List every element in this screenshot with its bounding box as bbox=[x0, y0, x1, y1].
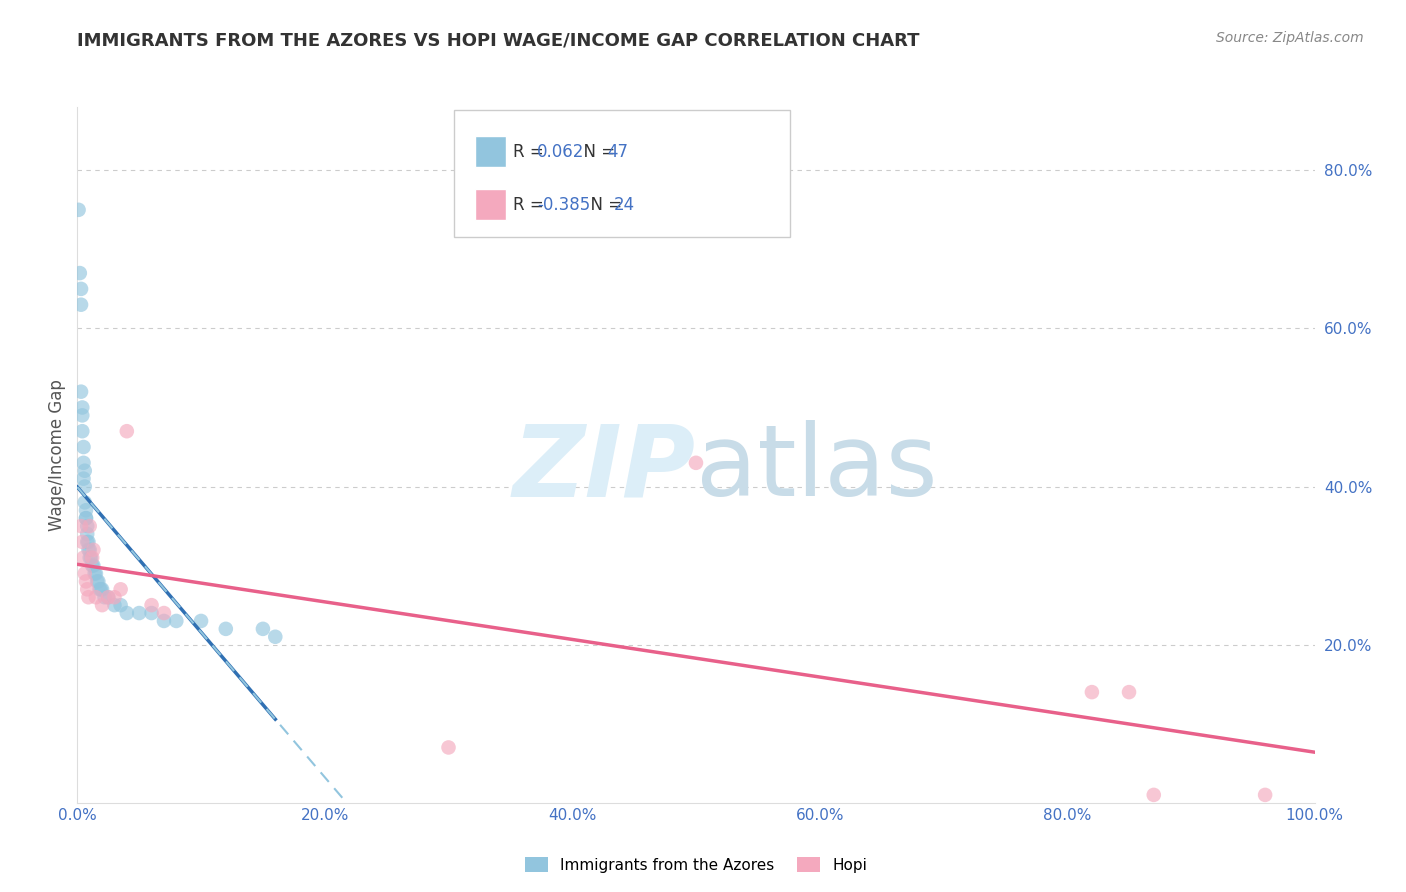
Y-axis label: Wage/Income Gap: Wage/Income Gap bbox=[48, 379, 66, 531]
Point bbox=[73, 566, 96, 581]
Legend: Immigrants from the Azores, Hopi: Immigrants from the Azores, Hopi bbox=[519, 850, 873, 879]
Point bbox=[75, 574, 97, 589]
Point bbox=[89, 582, 111, 597]
Point bbox=[86, 574, 108, 589]
Text: Source: ZipAtlas.com: Source: ZipAtlas.com bbox=[1216, 31, 1364, 45]
Point bbox=[93, 591, 115, 605]
Point bbox=[77, 591, 100, 605]
Point bbox=[252, 622, 274, 636]
Point bbox=[73, 464, 96, 478]
Point bbox=[83, 566, 105, 581]
Point bbox=[91, 582, 114, 597]
Point bbox=[72, 440, 94, 454]
Point bbox=[75, 511, 97, 525]
Point bbox=[79, 550, 101, 565]
Point bbox=[69, 266, 91, 280]
Text: R =: R = bbox=[513, 143, 548, 161]
Point bbox=[79, 519, 101, 533]
Point bbox=[82, 542, 104, 557]
Point bbox=[70, 298, 93, 312]
Point bbox=[77, 534, 100, 549]
Point bbox=[70, 519, 93, 533]
Text: N =: N = bbox=[581, 196, 627, 214]
Point bbox=[82, 558, 104, 573]
Point bbox=[72, 550, 94, 565]
Point bbox=[70, 282, 93, 296]
Point bbox=[215, 622, 238, 636]
Point bbox=[72, 401, 94, 415]
Point bbox=[80, 550, 103, 565]
Point bbox=[73, 495, 96, 509]
Text: 47: 47 bbox=[607, 143, 628, 161]
Point bbox=[76, 527, 98, 541]
Point bbox=[115, 424, 138, 438]
Point bbox=[76, 582, 98, 597]
Point bbox=[1143, 788, 1166, 802]
Point bbox=[82, 550, 104, 565]
Point bbox=[128, 606, 150, 620]
Text: N =: N = bbox=[574, 143, 620, 161]
Point bbox=[90, 582, 112, 597]
Point bbox=[72, 424, 94, 438]
Point bbox=[110, 598, 132, 612]
Point bbox=[77, 542, 100, 557]
Point bbox=[84, 591, 107, 605]
Text: ZIP: ZIP bbox=[513, 420, 696, 517]
Point bbox=[87, 574, 110, 589]
Point bbox=[82, 558, 104, 573]
Point bbox=[1081, 685, 1104, 699]
Text: atlas: atlas bbox=[696, 420, 938, 517]
Point bbox=[685, 456, 707, 470]
Point bbox=[1254, 788, 1277, 802]
Point bbox=[91, 598, 114, 612]
Text: R =: R = bbox=[513, 196, 548, 214]
Point bbox=[264, 630, 287, 644]
Point bbox=[75, 503, 97, 517]
Text: 24: 24 bbox=[614, 196, 636, 214]
Point bbox=[76, 519, 98, 533]
Point bbox=[437, 740, 460, 755]
Point bbox=[79, 542, 101, 557]
Point bbox=[72, 534, 94, 549]
Point bbox=[103, 598, 125, 612]
Point bbox=[84, 566, 107, 581]
Point bbox=[97, 591, 120, 605]
Text: 0.062: 0.062 bbox=[537, 143, 583, 161]
Point bbox=[72, 409, 94, 423]
Point bbox=[73, 479, 96, 493]
Point bbox=[115, 606, 138, 620]
Point bbox=[141, 598, 163, 612]
Point bbox=[70, 384, 93, 399]
Point bbox=[141, 606, 163, 620]
Point bbox=[76, 534, 98, 549]
Point bbox=[190, 614, 212, 628]
Point bbox=[72, 472, 94, 486]
Point bbox=[67, 202, 90, 217]
Text: -0.385: -0.385 bbox=[537, 196, 591, 214]
Point bbox=[75, 511, 97, 525]
Point bbox=[72, 456, 94, 470]
Point bbox=[165, 614, 187, 628]
Point bbox=[103, 591, 125, 605]
Point bbox=[153, 606, 176, 620]
Point bbox=[1118, 685, 1140, 699]
Point bbox=[153, 614, 176, 628]
Text: IMMIGRANTS FROM THE AZORES VS HOPI WAGE/INCOME GAP CORRELATION CHART: IMMIGRANTS FROM THE AZORES VS HOPI WAGE/… bbox=[77, 31, 920, 49]
Point bbox=[97, 591, 120, 605]
Point bbox=[110, 582, 132, 597]
